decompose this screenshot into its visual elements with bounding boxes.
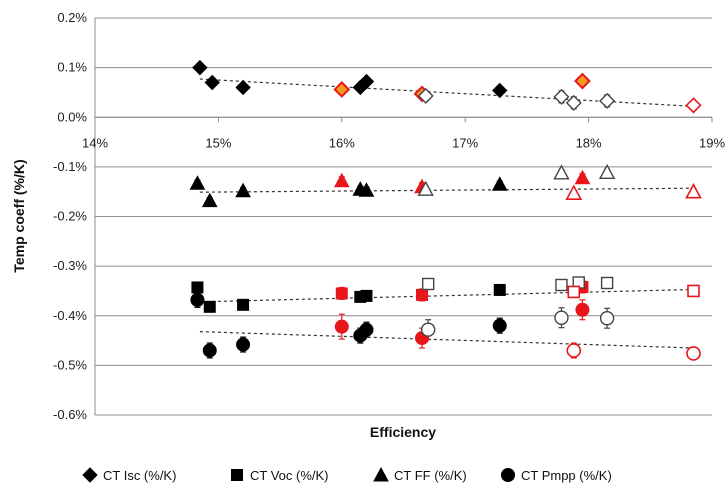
- data-point: [600, 276, 614, 290]
- trendlines: [199, 78, 694, 349]
- data-point: [555, 278, 568, 292]
- gridlines: [95, 17, 712, 416]
- data-point: [416, 288, 429, 301]
- data-point: [202, 343, 217, 358]
- data-point: [417, 180, 434, 196]
- data-point: [575, 302, 590, 317]
- x-tick-label: 19%: [699, 135, 725, 150]
- data-point: [493, 283, 506, 296]
- y-tick-label: 0.1%: [57, 60, 87, 75]
- data-point: [204, 74, 220, 91]
- trendline: [199, 78, 694, 107]
- trendline: [199, 187, 694, 193]
- trendline: [199, 288, 694, 303]
- data-point: [598, 163, 616, 180]
- legend-marker: [82, 467, 98, 483]
- data-point: [417, 87, 434, 104]
- data-point: [203, 300, 216, 313]
- x-tick-label: 16%: [329, 135, 355, 150]
- data-point: [492, 318, 507, 333]
- data-point: [190, 292, 205, 307]
- data-point: [360, 289, 373, 302]
- legend-marker: [501, 468, 515, 482]
- y-tick-label: 0.2%: [57, 10, 87, 25]
- data-point: [574, 72, 591, 90]
- legend-marker: [373, 466, 389, 482]
- data-point: [235, 182, 251, 198]
- legend-label: CT FF (%/K): [394, 468, 467, 483]
- trendline: [199, 331, 694, 349]
- legend: CT Isc (%/K) CT Voc (%/K) CT FF (%/K) CT Pm…: [82, 466, 612, 483]
- error-bars: [194, 63, 697, 359]
- data-point: [191, 281, 204, 294]
- data-point: [685, 97, 702, 114]
- y-tick-label: -0.1%: [53, 159, 87, 174]
- data-point: [492, 82, 508, 99]
- data-point: [574, 169, 591, 185]
- data-point: [567, 285, 581, 299]
- data-point: [358, 182, 375, 197]
- data-point: [599, 92, 616, 109]
- data-points: [189, 59, 702, 361]
- data-point: [565, 184, 583, 200]
- data-point: [420, 322, 436, 337]
- data-point: [334, 319, 349, 334]
- legend-label: CT Pmpp (%/K): [521, 468, 612, 483]
- y-tick-label: 0.0%: [57, 109, 87, 124]
- data-point: [235, 79, 251, 96]
- data-point: [687, 284, 700, 298]
- data-point: [553, 88, 570, 105]
- y-tick-label: -0.5%: [53, 357, 87, 372]
- data-point: [192, 59, 208, 76]
- data-point: [335, 287, 348, 300]
- data-point: [553, 164, 570, 180]
- data-point: [333, 172, 350, 188]
- y-tick-label: -0.6%: [53, 407, 87, 422]
- data-point: [333, 81, 351, 98]
- legend-marker: [231, 469, 243, 481]
- x-tick-label: 15%: [205, 135, 231, 150]
- data-point: [237, 298, 250, 311]
- axes: 0.2% 0.1% 0.0% -0.1% -0.2% -0.3% -0.4% -0.5% -0.…: [53, 10, 725, 422]
- data-point: [685, 183, 702, 199]
- legend-label: CT Isc (%/K): [103, 468, 176, 483]
- data-point: [686, 346, 701, 361]
- data-point: [236, 337, 251, 352]
- data-point: [491, 176, 508, 191]
- y-tick-label: -0.3%: [53, 258, 87, 273]
- y-axis-title: Temp coeff (%/K): [11, 159, 27, 272]
- data-point: [565, 94, 582, 111]
- x-tick-label: 14%: [82, 135, 108, 150]
- data-point: [189, 175, 206, 190]
- data-point: [359, 322, 374, 337]
- data-point: [566, 343, 582, 358]
- x-axis-title: Efficiency: [370, 424, 436, 440]
- data-point: [554, 310, 569, 325]
- x-tick-label: 17%: [452, 135, 478, 150]
- data-point: [201, 192, 218, 208]
- y-tick-label: -0.4%: [53, 308, 87, 323]
- data-point: [421, 277, 435, 291]
- x-tick-label: 18%: [576, 135, 602, 150]
- data-point: [599, 311, 615, 326]
- data-point: [358, 73, 375, 90]
- legend-label: CT Voc (%/K): [250, 468, 329, 483]
- y-tick-label: -0.2%: [53, 209, 87, 224]
